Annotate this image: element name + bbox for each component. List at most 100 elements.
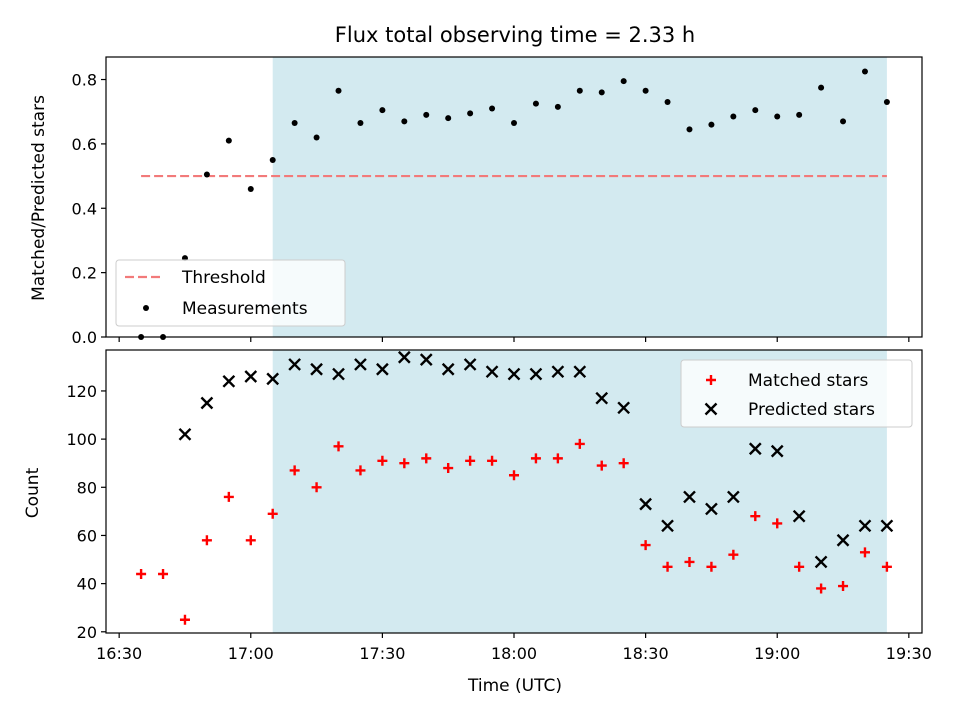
predicted-stars-point	[419, 353, 433, 366]
measurement-point	[840, 118, 847, 125]
x-axis-label: Time (UTC)	[467, 676, 562, 696]
predicted-stars-point	[880, 519, 894, 533]
predicted-stars-point	[595, 391, 609, 405]
predicted-stars-point	[485, 365, 499, 379]
x-tick-label: 19:30	[886, 644, 932, 663]
measurement-point	[708, 121, 715, 128]
top-panel: 0.0 0.2 0.4 0.6 0.8 Threshold Measurements	[72, 56, 923, 347]
legend-measurements-swatch	[143, 305, 149, 311]
measurement-point	[576, 87, 583, 94]
legend-matched-label: Matched stars	[748, 371, 868, 391]
matched-stars-point	[377, 455, 388, 466]
measurement-point	[511, 119, 517, 126]
predicted-stars-point	[222, 374, 236, 388]
matched-stars-point	[816, 583, 827, 594]
matched-stars-point	[179, 614, 190, 625]
matched-stars-point	[640, 540, 651, 551]
measurement-point	[313, 134, 320, 141]
matched-stars-point	[245, 535, 256, 546]
top-y-tick-label: 0.2	[72, 264, 97, 283]
matched-stars-point	[311, 482, 322, 493]
predicted-stars-point	[727, 490, 740, 504]
measurement-point	[225, 137, 232, 144]
legend-box	[115, 259, 346, 327]
matched-stars-point	[530, 453, 541, 464]
measurement-point	[861, 68, 868, 75]
bottom-y-tick-label: 60	[77, 526, 97, 545]
predicted-stars-point	[683, 490, 696, 504]
matched-stars-point	[838, 581, 849, 592]
predicted-stars-point	[200, 396, 214, 410]
matched-stars-point	[289, 465, 300, 476]
matched-stars-point	[772, 518, 783, 529]
measurement-point	[818, 84, 825, 91]
predicted-stars-point	[639, 497, 652, 511]
predicted-stars-point	[617, 401, 631, 415]
predicted-stars-point	[507, 367, 521, 381]
measurement-point	[335, 87, 342, 94]
matched-stars-point	[267, 508, 278, 519]
bottom-y-tick-label: 80	[77, 478, 97, 497]
predicted-stars-point	[288, 358, 301, 371]
matched-stars-point	[750, 511, 761, 522]
predicted-stars-point	[705, 502, 718, 516]
predicted-stars-point	[441, 362, 455, 376]
measurement-point	[642, 87, 649, 94]
matched-stars-point	[421, 453, 432, 464]
bottom-y-tick-label: 40	[77, 575, 97, 594]
matched-stars-point	[596, 460, 607, 471]
matched-stars-point	[223, 491, 234, 502]
predicted-stars-point	[858, 519, 872, 533]
legend-measurements-label: Measurements	[182, 299, 308, 319]
legend-box	[680, 359, 913, 428]
top-y-tick-label: 0.4	[72, 199, 97, 218]
matched-stars-point	[443, 463, 454, 474]
measurement-point	[730, 113, 737, 120]
measurement-point	[796, 111, 803, 118]
predicted-stars-point	[573, 365, 587, 379]
bottom-y-tick-label: 120	[66, 382, 97, 401]
matched-stars-point	[355, 465, 366, 476]
measurement-point	[598, 89, 605, 96]
legend-matched-swatch	[706, 375, 716, 385]
x-tick-label: 16:30	[96, 644, 142, 663]
x-tick-label: 19:00	[754, 644, 800, 663]
bottom-y-axis-label: Count	[23, 467, 43, 518]
measurement-point	[554, 103, 561, 110]
matched-stars-point	[509, 470, 519, 481]
legend-predicted-label: Predicted stars	[748, 400, 875, 420]
matched-stars-point	[618, 458, 629, 469]
matched-stars-point	[201, 535, 212, 546]
measurement-point	[686, 126, 693, 133]
matched-stars-point	[881, 561, 892, 572]
legend-predicted-swatch	[704, 402, 718, 416]
predicted-stars-point	[529, 367, 543, 381]
matched-stars-point	[465, 455, 476, 466]
matched-stars-point	[794, 561, 805, 572]
predicted-stars-point	[332, 367, 345, 381]
top-legend: Threshold Measurements	[115, 259, 346, 327]
measurement-point	[467, 110, 474, 117]
bottom-panel: 20 40 60 80 100 120 16:30 17:00 17:30 18:00 18:30 1…	[66, 349, 932, 663]
predicted-stars-point	[354, 358, 367, 371]
predicted-stars-point	[244, 370, 258, 383]
measurement-point	[203, 171, 210, 178]
predicted-stars-point	[661, 519, 674, 533]
x-tick-label: 17:30	[359, 644, 405, 663]
matched-stars-point	[399, 458, 410, 469]
matched-stars-point	[859, 547, 870, 558]
measurement-point	[423, 111, 430, 118]
chart-title: Flux total observing time = 2.33 h	[335, 23, 695, 47]
top-y-axis-label: Matched/Predicted stars	[29, 95, 49, 301]
measurement-point	[357, 119, 364, 126]
top-y-tick-label: 0.0	[72, 328, 97, 347]
predicted-stars-point	[310, 362, 323, 376]
predicted-stars-point	[376, 362, 389, 376]
predicted-stars-point	[397, 350, 411, 364]
predicted-stars-point	[266, 372, 280, 386]
predicted-stars-point	[748, 442, 762, 456]
measurement-point	[752, 107, 759, 114]
measurement-point	[883, 99, 890, 106]
predicted-stars-point	[792, 509, 806, 523]
